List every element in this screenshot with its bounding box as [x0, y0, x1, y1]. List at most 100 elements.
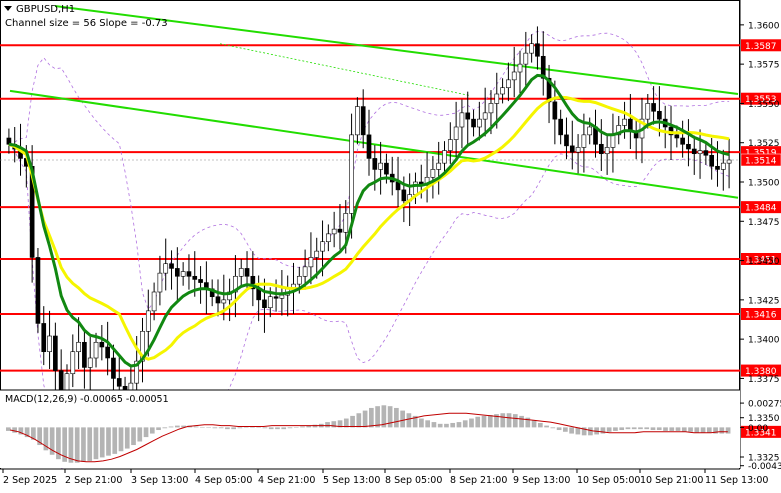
macd-histogram-bar	[544, 425, 549, 428]
macd-histogram-bar	[656, 427, 662, 431]
macd-label: MACD(12,26,9) -0.00065 -0.00051	[5, 394, 169, 405]
macd-tick-label: 0.00275	[748, 400, 781, 410]
macd-histogram-bar	[156, 427, 161, 431]
macd-histogram-bar	[550, 427, 556, 429]
candle-body	[372, 158, 378, 170]
level-box	[741, 253, 781, 265]
macd-histogram-bar	[218, 427, 224, 429]
candle-body	[709, 154, 715, 167]
macd-histogram-bar	[206, 427, 211, 428]
macd-histogram-bar	[87, 427, 93, 461]
x-tick-label: 5 Sep 13:00	[323, 475, 380, 486]
macd-histogram-bar	[444, 423, 449, 428]
macd-histogram-bar	[425, 420, 431, 428]
macd-histogram-bar	[569, 427, 574, 434]
level-label: 1.3416	[745, 311, 777, 321]
macd-histogram-bar	[500, 413, 506, 428]
candle-body	[175, 268, 180, 277]
macd-signal-line	[10, 412, 728, 463]
candle-body	[726, 159, 732, 164]
macd-histogram-bar	[62, 427, 68, 462]
macd-histogram-bar	[638, 427, 643, 430]
macd-histogram-bar	[400, 410, 405, 428]
y-tick-label: 1.3550	[748, 100, 780, 110]
macd-histogram-bar	[563, 427, 568, 432]
level-box	[741, 201, 781, 214]
x-tick-label: 4 Sep 05:00	[195, 475, 252, 486]
level-box	[741, 364, 781, 377]
macd-histogram-bar	[394, 407, 399, 428]
candle-body	[511, 71, 517, 81]
macd-histogram-bar	[162, 427, 168, 429]
y-tick-label: 1.3350	[748, 414, 780, 424]
macd-histogram-bar	[631, 427, 637, 430]
candle-body	[337, 228, 343, 233]
macd-histogram-bar	[713, 427, 718, 434]
macd-histogram-bar	[24, 427, 30, 438]
macd-histogram-bar	[625, 427, 631, 430]
macd-histogram-bar	[193, 426, 199, 428]
macd-histogram-bar	[149, 427, 155, 434]
macd-histogram-bar	[700, 427, 706, 433]
macd-histogram-bar	[143, 427, 149, 438]
macd-histogram-bar	[225, 427, 230, 430]
x-tick-label: 10 Sep 05:00	[577, 475, 640, 486]
macd-histogram-bar	[337, 420, 343, 428]
macd-histogram-bar	[168, 426, 174, 428]
candle-body	[517, 63, 523, 73]
candle-body	[442, 150, 447, 164]
macd-histogram-bar	[725, 427, 731, 434]
candle-body	[587, 126, 593, 136]
candle-body	[622, 118, 627, 126]
candle-body	[610, 134, 616, 148]
candle-body	[436, 162, 442, 170]
candle-body	[47, 335, 52, 353]
collapse-triangle-icon[interactable]	[4, 6, 12, 11]
candle-body	[273, 296, 279, 299]
x-tick-label: 2 Sep 21:00	[65, 475, 122, 486]
macd-histogram-bar	[619, 427, 625, 431]
channel-upper	[54, 5, 739, 95]
level-label: 1.3451	[745, 256, 777, 266]
candle-body	[471, 118, 476, 128]
macd-histogram-bar	[456, 422, 462, 428]
candle-body	[529, 43, 534, 54]
macd-histogram-bar	[56, 427, 61, 460]
candle-body	[320, 241, 325, 252]
candle-body	[506, 79, 511, 89]
candle-body	[186, 271, 192, 277]
macd-histogram-bar	[293, 427, 299, 428]
ma-slow-line	[8, 95, 730, 361]
macd-histogram-bar	[575, 427, 581, 435]
macd-histogram-bar	[531, 420, 537, 428]
candle-body	[558, 118, 563, 136]
macd-histogram-bar	[49, 427, 55, 455]
macd-histogram-bar	[462, 420, 468, 428]
level-label: 1.3484	[745, 204, 777, 214]
candle-body	[720, 162, 726, 170]
macd-histogram-bar	[512, 414, 518, 428]
candle-body	[82, 341, 87, 368]
macd-histogram-bar	[506, 413, 512, 428]
x-tick-label: 2 Sep 2025	[3, 475, 57, 486]
macd-histogram-bar	[37, 427, 42, 446]
macd-histogram-bar	[675, 427, 681, 431]
y-tick-label: 1.3425	[748, 296, 780, 306]
candle-body	[99, 341, 105, 348]
bollinger-lower	[8, 144, 730, 485]
candle-body	[180, 271, 186, 277]
macd-histogram-bar	[300, 426, 305, 428]
macd-histogram-bar	[688, 427, 693, 432]
macd-histogram-bar	[262, 427, 268, 429]
candle-body	[674, 134, 680, 139]
candle-body	[279, 294, 285, 299]
macd-histogram-bar	[181, 425, 186, 428]
macd-histogram-bar	[281, 427, 287, 430]
macd-histogram-bar	[481, 415, 487, 428]
ma-fast-line	[8, 73, 730, 368]
macd-histogram-bar	[275, 427, 280, 430]
macd-histogram-bar	[606, 427, 612, 432]
y-tick-label: 1.3525	[748, 139, 780, 149]
macd-histogram-bar	[256, 427, 262, 428]
